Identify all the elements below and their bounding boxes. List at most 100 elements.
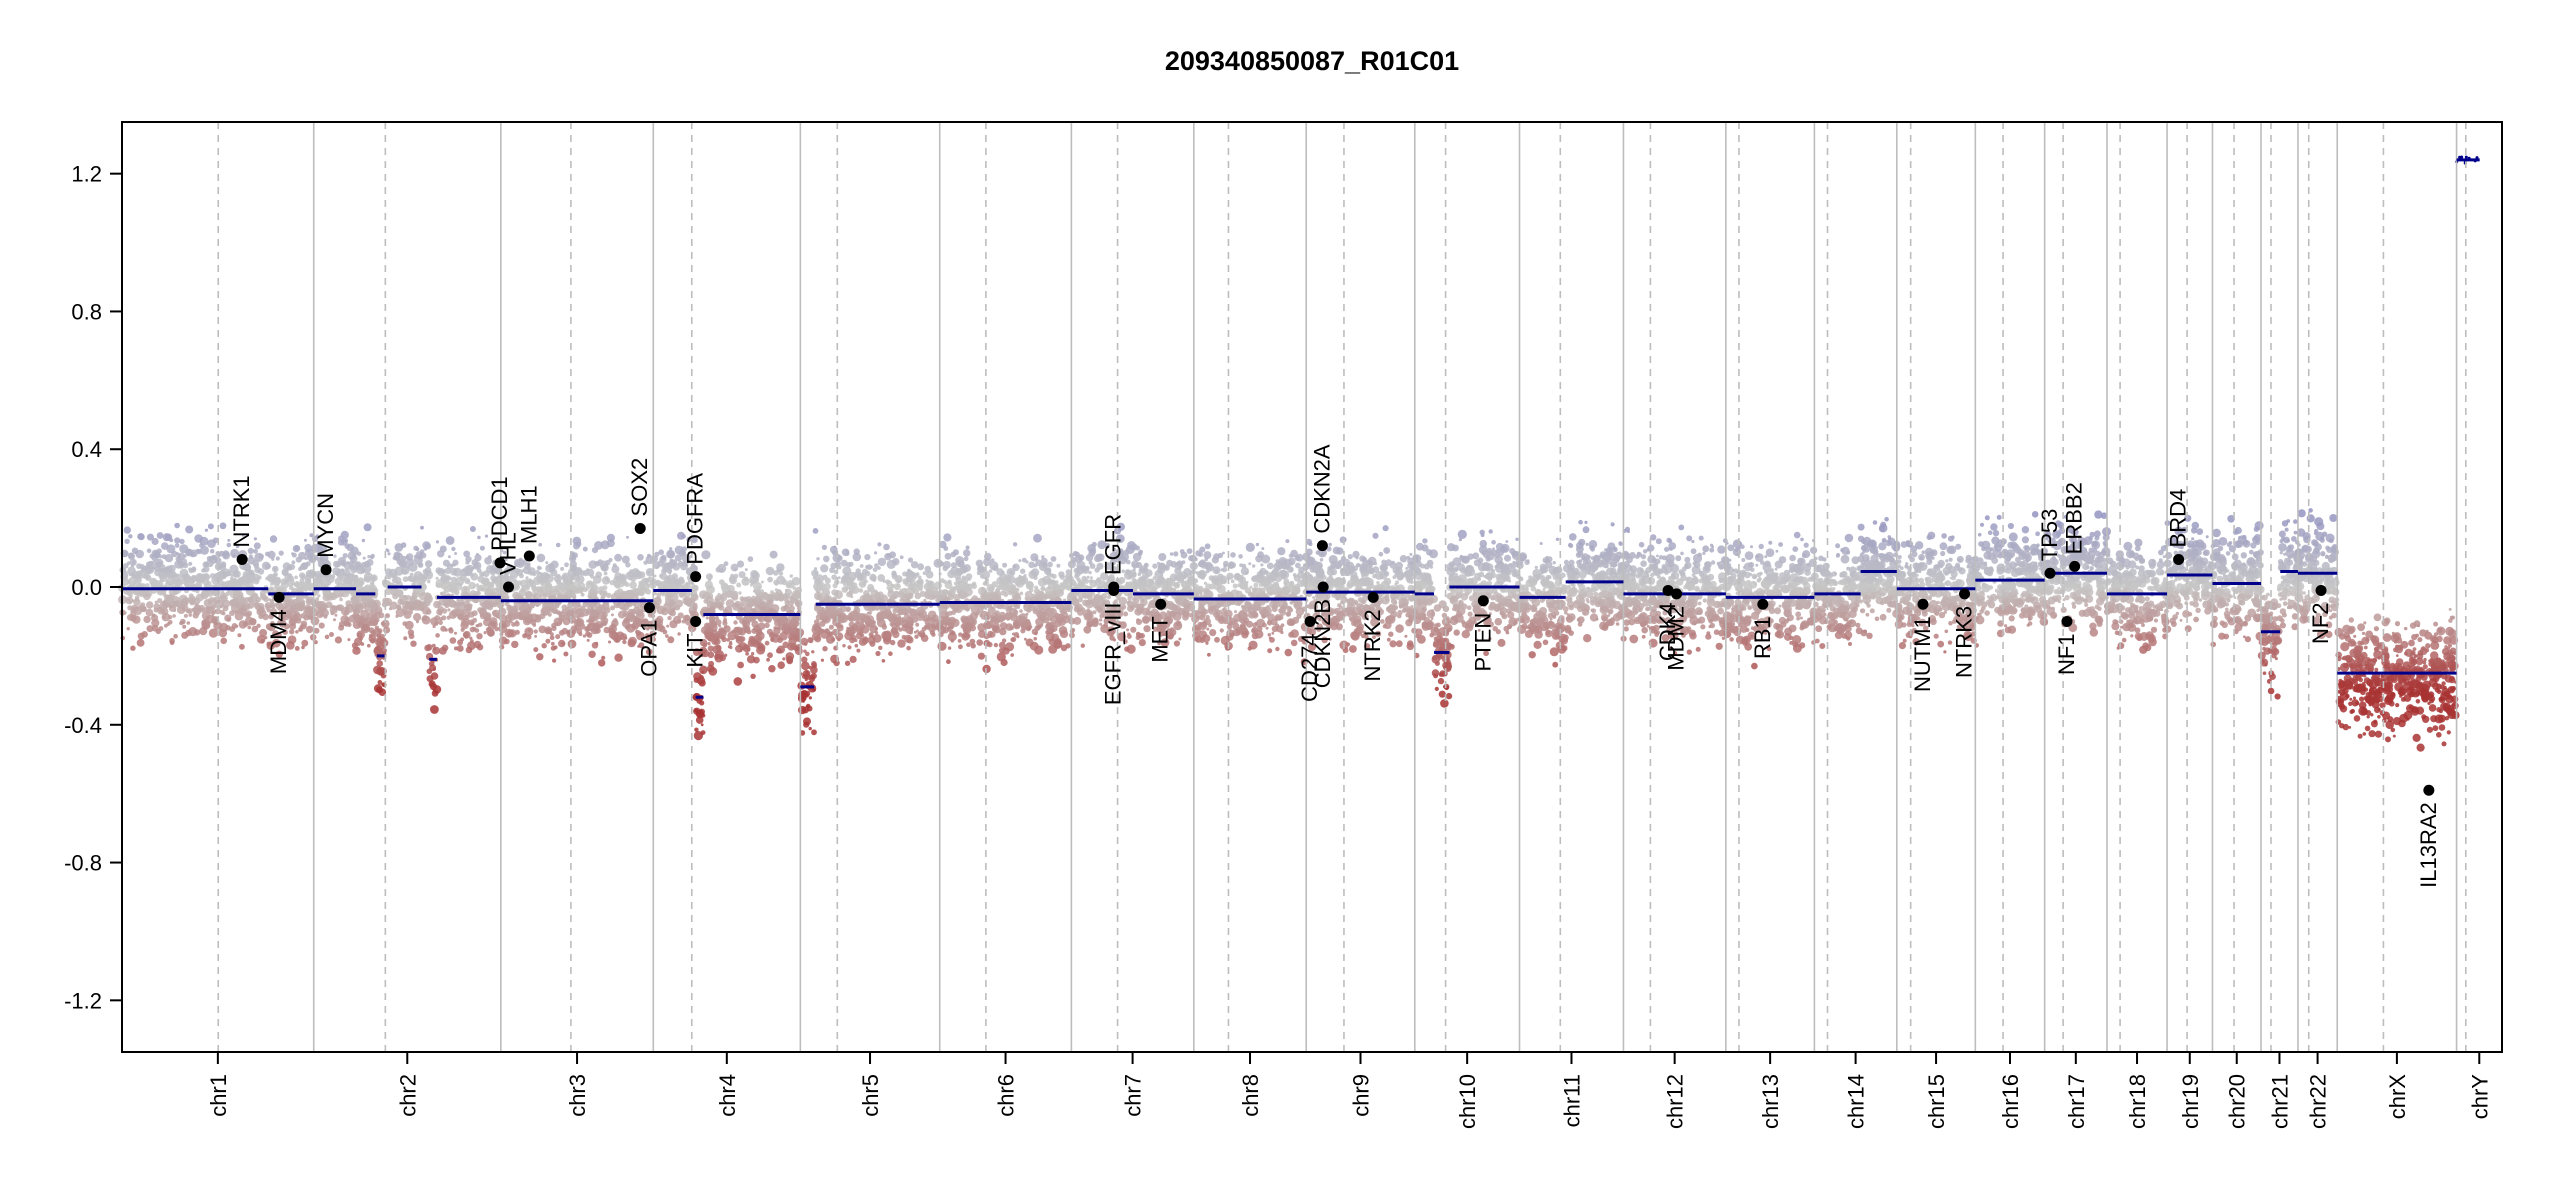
probe-point (342, 553, 348, 559)
probe-point (1130, 626, 1137, 633)
probe-point (782, 641, 789, 649)
probe-point (451, 546, 456, 552)
probe-point (1127, 605, 1134, 612)
probe-point (354, 581, 363, 590)
probe-point (601, 611, 608, 618)
probe-point (253, 548, 258, 554)
probe-point (619, 633, 628, 641)
probe-point (291, 552, 297, 558)
probe-point (1252, 622, 1258, 628)
probe-point (709, 615, 716, 622)
probe-point (364, 584, 372, 592)
probe-point (739, 636, 746, 642)
probe-point (987, 641, 993, 648)
probe-point (835, 560, 841, 566)
probe-point (1214, 569, 1219, 574)
probe-point (146, 601, 154, 609)
probe-point (1052, 586, 1057, 591)
probe-point (1154, 578, 1163, 586)
probe-point (154, 600, 158, 604)
probe-point (811, 729, 817, 736)
probe-point (552, 658, 557, 663)
probe-point (736, 560, 745, 568)
probe-point (1266, 605, 1270, 609)
probe-point (538, 566, 542, 570)
probe-point (360, 586, 366, 592)
probe-point (907, 568, 911, 572)
probe-point (1013, 608, 1017, 613)
probe-point (222, 568, 231, 577)
probe-point (1252, 564, 1256, 568)
probe-point (164, 554, 174, 563)
probe-point (479, 545, 485, 551)
probe-point (470, 573, 474, 578)
probe-point (1198, 590, 1203, 595)
probe-point (1174, 567, 1182, 575)
probe-point (738, 591, 742, 595)
probe-point (440, 574, 449, 583)
probe-point (540, 582, 544, 586)
probe-point (940, 618, 946, 625)
probe-point (888, 651, 893, 656)
probe-point (1280, 623, 1285, 628)
probe-point (632, 587, 639, 594)
probe-point (464, 614, 470, 621)
probe-point (434, 621, 439, 626)
probe-point (446, 615, 451, 620)
probe-point (865, 565, 870, 569)
probe-point (610, 623, 616, 629)
probe-point (253, 602, 261, 609)
probe-point (442, 559, 450, 567)
probe-point (890, 627, 899, 635)
probe-point (864, 554, 871, 561)
probe-point (965, 545, 970, 550)
probe-point (855, 632, 863, 640)
probe-point (669, 620, 678, 629)
probe-point (912, 617, 919, 623)
probe-point (155, 628, 161, 635)
probe-point (367, 643, 371, 648)
probe-point (1126, 644, 1136, 654)
probe-point (145, 564, 150, 569)
probe-point (132, 560, 136, 564)
probe-point (306, 625, 314, 634)
probe-point (576, 575, 585, 584)
probe-point (738, 571, 746, 579)
probe-point (754, 577, 760, 583)
probe-point (816, 609, 822, 615)
probe-point (705, 616, 709, 620)
probe-point (848, 561, 854, 567)
probe-point (371, 577, 376, 582)
probe-point (382, 622, 386, 626)
probe-point (271, 557, 275, 561)
probe-point (778, 593, 785, 600)
probe-point (624, 610, 628, 615)
probe-point (387, 582, 391, 586)
probe-point (1048, 638, 1056, 646)
probe-point (906, 645, 911, 651)
probe-point (188, 593, 194, 599)
probe-point (254, 552, 264, 562)
probe-point (859, 564, 864, 568)
probe-point (405, 564, 410, 569)
probe-point (124, 538, 130, 544)
probe-point (545, 581, 551, 587)
probe-point (1072, 597, 1077, 602)
probe-point (201, 589, 209, 597)
probe-point (661, 607, 669, 616)
probe-point (812, 623, 819, 631)
probe-point (1222, 551, 1225, 555)
probe-point (1088, 570, 1092, 575)
probe-point (976, 639, 983, 646)
probe-point (1179, 549, 1185, 554)
probe-point (1066, 604, 1071, 608)
probe-point (839, 605, 847, 613)
probe-point (755, 631, 765, 641)
probe-point (153, 550, 161, 558)
probe-point (536, 577, 542, 584)
probe-point (208, 628, 218, 638)
probe-point (1279, 606, 1287, 613)
probe-point (548, 590, 552, 595)
probe-point (577, 586, 585, 594)
